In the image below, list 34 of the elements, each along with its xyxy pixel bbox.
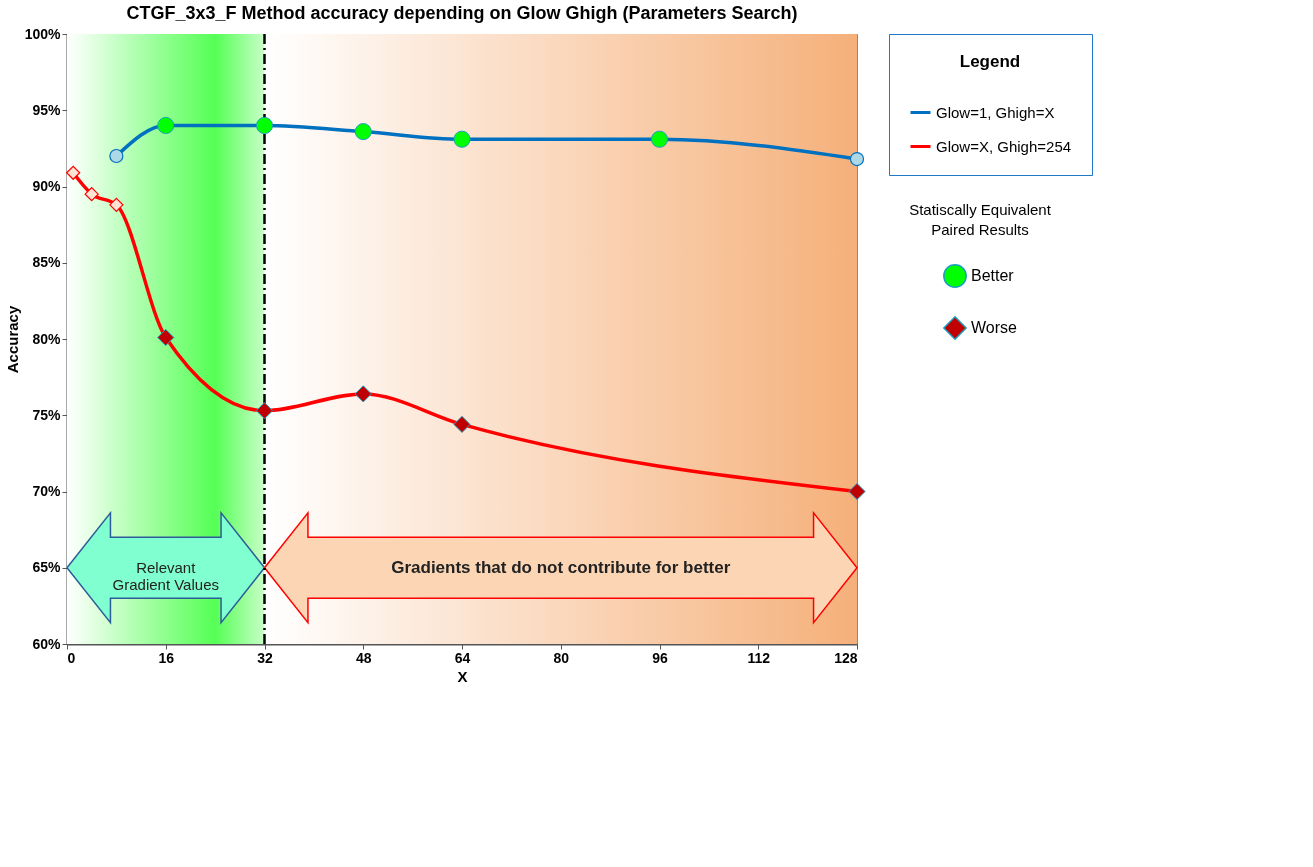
- x-tick-label: 112: [747, 649, 771, 666]
- point: [109, 148, 124, 164]
- point: [66, 165, 81, 180]
- text: Statiscally Equivalent Paired Results: [909, 201, 1052, 238]
- y-tick-label: 70%: [32, 483, 62, 499]
- x-tick-label: 16: [158, 649, 175, 666]
- legend-title: Legend: [959, 52, 1021, 71]
- y-tick-label: 90%: [32, 178, 62, 194]
- x-tick-label: 96: [652, 649, 668, 666]
- band-label: Relevant Gradient Values: [112, 558, 219, 593]
- point: [84, 187, 99, 202]
- x-tick-label: 80: [553, 649, 570, 666]
- y-tick-label: 80%: [32, 330, 62, 347]
- legend-label: Glow=1, Ghigh=X: [936, 103, 1055, 121]
- y-tick-label: 60%: [32, 635, 62, 652]
- y-axis-title: Accuracy: [3, 305, 21, 374]
- y-tick-label: 75%: [32, 406, 62, 423]
- y-tick-label: 65%: [32, 559, 62, 576]
- y-tick-label: 95%: [32, 101, 62, 118]
- x-axis-title: X: [457, 667, 468, 685]
- legend-label: Better: [971, 267, 1015, 284]
- chart-title: CTGF_3x3_F Method accuracy depending on Glow Ghigh (Parameters Search): [126, 3, 798, 23]
- point: [849, 151, 865, 167]
- x-tick-label: 0: [67, 649, 76, 666]
- y-tick-label: 100%: [24, 25, 62, 42]
- legend-label: Worse: [971, 319, 1018, 336]
- x-tick-label: 64: [454, 649, 471, 666]
- x-tick-label: 48: [355, 649, 372, 666]
- x-tick-label: 32: [257, 649, 273, 666]
- legend-label: Glow=X, Ghigh=254: [936, 137, 1072, 155]
- x-tick-label: 128: [834, 649, 858, 666]
- band-label: Gradients that do not contribute for better: [391, 557, 731, 577]
- point: [109, 197, 124, 212]
- y-tick-label: 85%: [32, 254, 62, 271]
